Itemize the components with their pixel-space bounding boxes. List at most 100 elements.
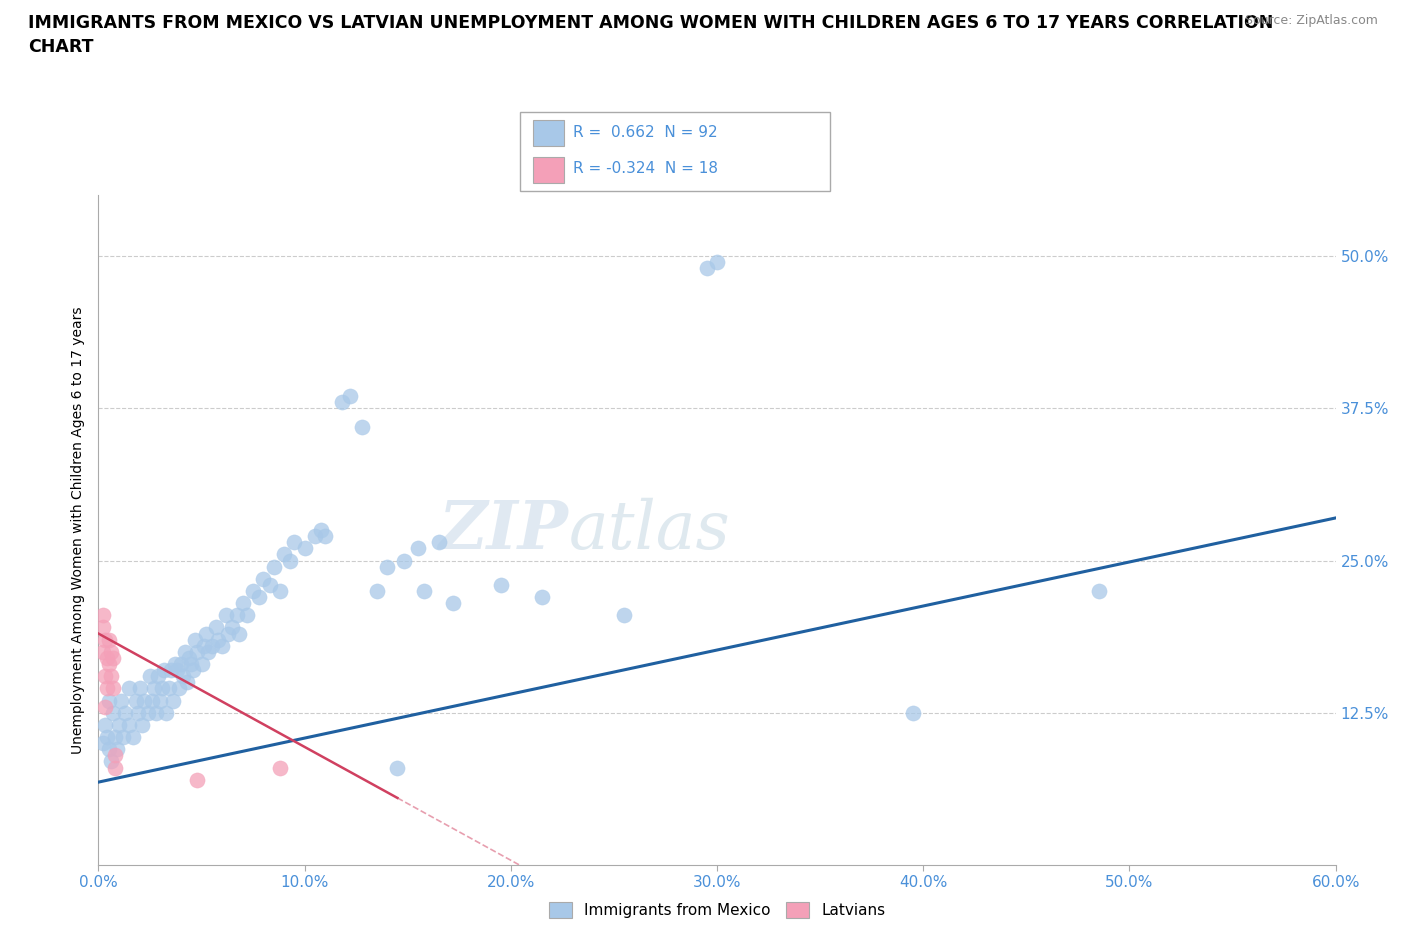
Point — [93, 717, 115, 732]
Point — [91, 736, 114, 751]
Point — [184, 632, 207, 647]
Point — [145, 705, 167, 720]
Point — [232, 596, 254, 611]
Point — [201, 638, 224, 653]
Point — [157, 681, 180, 696]
Point — [153, 663, 176, 678]
Point — [170, 657, 193, 671]
Point — [101, 705, 124, 720]
Point — [180, 657, 202, 671]
Point — [225, 608, 247, 623]
Point — [441, 596, 464, 611]
Point — [269, 760, 291, 775]
Point — [172, 669, 194, 684]
Point — [118, 681, 141, 696]
Point — [205, 620, 228, 635]
Point — [392, 553, 415, 568]
Point — [112, 730, 135, 745]
Text: R = -0.324  N = 18: R = -0.324 N = 18 — [572, 161, 718, 176]
Point — [93, 632, 115, 647]
Point — [179, 650, 201, 665]
Point — [163, 657, 186, 671]
Point — [91, 620, 114, 635]
Point — [252, 571, 274, 586]
Point — [273, 547, 295, 562]
Point — [104, 760, 127, 775]
Point — [283, 535, 305, 550]
Point — [304, 529, 326, 544]
Point — [197, 644, 219, 659]
Point — [366, 583, 388, 598]
Point — [97, 632, 120, 647]
Point — [706, 255, 728, 270]
Point — [174, 644, 197, 659]
Point — [489, 578, 512, 592]
Point — [118, 717, 141, 732]
Point — [93, 699, 115, 714]
Point — [139, 669, 162, 684]
Point — [96, 730, 118, 745]
Text: Source: ZipAtlas.com: Source: ZipAtlas.com — [1244, 14, 1378, 27]
Point — [613, 608, 636, 623]
Point — [100, 644, 122, 659]
Point — [221, 620, 243, 635]
Point — [108, 717, 131, 732]
Point — [96, 650, 118, 665]
Point — [91, 644, 114, 659]
Text: IMMIGRANTS FROM MEXICO VS LATVIAN UNEMPLOYMENT AMONG WOMEN WITH CHILDREN AGES 6 : IMMIGRANTS FROM MEXICO VS LATVIAN UNEMPL… — [28, 14, 1274, 56]
Y-axis label: Unemployment Among Women with Children Ages 6 to 17 years: Unemployment Among Women with Children A… — [72, 306, 86, 754]
Point — [122, 730, 145, 745]
Point — [901, 705, 924, 720]
Point — [97, 742, 120, 757]
Point — [93, 669, 115, 684]
Point — [149, 693, 172, 708]
Point — [114, 705, 136, 720]
Text: atlas: atlas — [568, 498, 730, 563]
Text: R =  0.662  N = 92: R = 0.662 N = 92 — [572, 126, 717, 140]
Point — [104, 748, 127, 763]
Point — [141, 693, 163, 708]
Point — [104, 730, 127, 745]
Point — [375, 559, 398, 574]
Point — [150, 681, 173, 696]
Point — [132, 693, 155, 708]
Point — [211, 638, 233, 653]
Point — [101, 681, 124, 696]
Point — [176, 675, 198, 690]
Point — [97, 657, 120, 671]
Point — [186, 772, 208, 787]
Point — [228, 626, 250, 641]
Point — [1087, 583, 1109, 598]
Point — [131, 717, 153, 732]
Point — [194, 626, 217, 641]
Point — [236, 608, 259, 623]
Point — [247, 590, 270, 604]
Point — [309, 523, 332, 538]
Point — [162, 693, 184, 708]
Bar — [533, 156, 564, 182]
Point — [314, 529, 336, 544]
FancyBboxPatch shape — [520, 112, 830, 191]
Point — [128, 681, 150, 696]
Point — [339, 389, 361, 404]
Point — [101, 650, 124, 665]
Point — [263, 559, 285, 574]
Point — [124, 693, 146, 708]
Point — [96, 681, 118, 696]
Text: ZIP: ZIP — [439, 498, 568, 563]
Point — [100, 669, 122, 684]
Point — [215, 608, 238, 623]
Point — [159, 663, 181, 678]
Point — [406, 541, 429, 556]
Point — [186, 644, 208, 659]
Point — [97, 693, 120, 708]
Point — [294, 541, 316, 556]
Point — [148, 669, 170, 684]
Point — [91, 608, 114, 623]
Point — [242, 583, 264, 598]
Point — [190, 657, 212, 671]
Point — [696, 261, 718, 276]
Bar — [533, 120, 564, 146]
Legend: Immigrants from Mexico, Latvians: Immigrants from Mexico, Latvians — [543, 896, 891, 924]
Point — [352, 419, 374, 434]
